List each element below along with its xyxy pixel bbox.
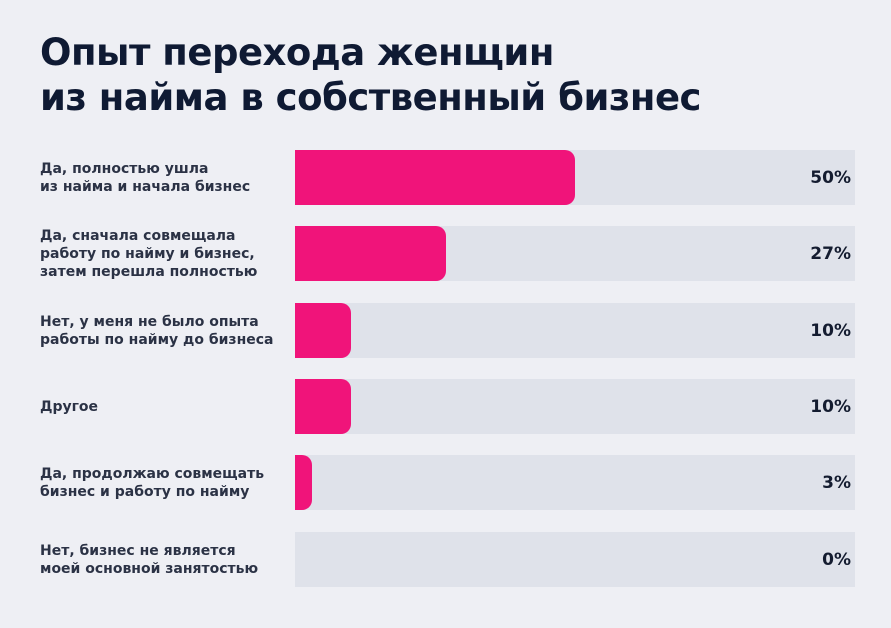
bar-row: Да, сначала совмещала работу по найму и …	[0, 226, 891, 281]
bar-track	[295, 226, 855, 281]
bar-row: Нет, бизнес не является моей основной за…	[0, 532, 891, 587]
value-label: 3%	[822, 472, 851, 493]
category-label: Нет, у меня не было опыта работы по найм…	[40, 313, 274, 348]
bar-row: Нет, у меня не было опыта работы по найм…	[0, 303, 891, 358]
value-label: 27%	[810, 243, 851, 264]
category-label: Нет, бизнес не является моей основной за…	[40, 542, 259, 577]
category-label: Да, сначала совмещала работу по найму и …	[40, 227, 258, 280]
chart-title: Опыт перехода женщин из найма в собствен…	[40, 30, 701, 120]
bar	[295, 226, 447, 281]
bar-track	[295, 455, 855, 510]
bar	[295, 303, 351, 358]
category-label: Да, полностью ушла из найма и начала биз…	[40, 160, 251, 195]
bar-track	[295, 379, 855, 434]
title-line-1: Опыт перехода женщин	[40, 31, 554, 74]
value-label: 50%	[810, 167, 851, 188]
bar	[295, 455, 312, 510]
value-label: 10%	[810, 396, 851, 417]
bar-row: Другое 10%	[0, 379, 891, 434]
bar	[295, 150, 575, 205]
category-label: Другое	[40, 398, 99, 415]
bar	[295, 379, 351, 434]
value-label: 10%	[810, 320, 851, 341]
value-label: 0%	[822, 549, 851, 570]
title-line-2: из найма в собственный бизнес	[40, 76, 701, 119]
bar-row: Да, продолжаю совмещать бизнес и работу …	[0, 455, 891, 510]
bar-row: Да, полностью ушла из найма и начала биз…	[0, 150, 891, 205]
bar-track	[295, 303, 855, 358]
bar-track	[295, 532, 855, 587]
bar-track	[295, 150, 855, 205]
category-label: Да, продолжаю совмещать бизнес и работу …	[40, 465, 265, 500]
